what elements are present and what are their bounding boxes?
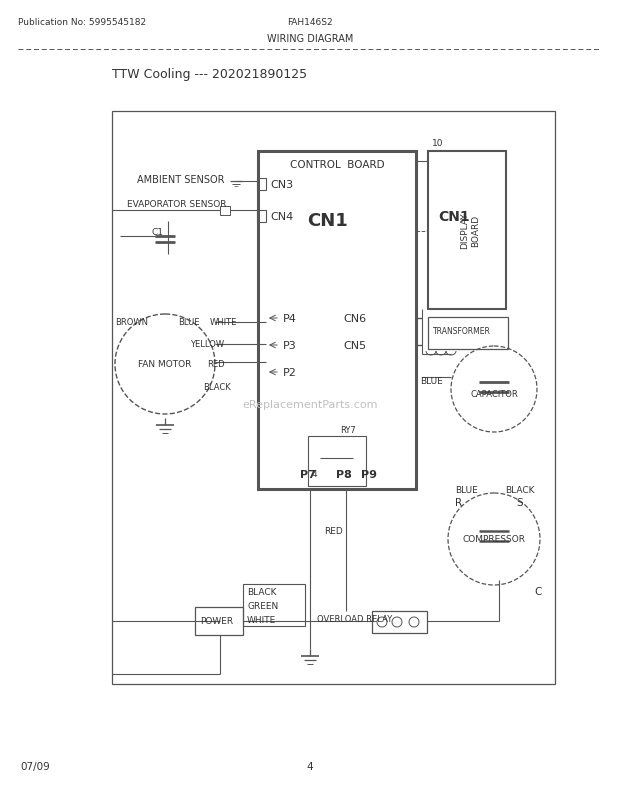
Text: CONTROL  BOARD: CONTROL BOARD (290, 160, 384, 170)
Text: P4: P4 (283, 314, 297, 323)
Text: CN3: CN3 (270, 180, 293, 190)
Text: TTW Cooling --- 202021890125: TTW Cooling --- 202021890125 (112, 68, 307, 81)
Text: BLACK: BLACK (247, 587, 277, 596)
Text: CN5: CN5 (343, 341, 366, 350)
Text: WIRING DIAGRAM: WIRING DIAGRAM (267, 34, 353, 44)
Text: eReplacementParts.com: eReplacementParts.com (242, 399, 378, 410)
Text: 4: 4 (307, 761, 313, 771)
Text: CN1: CN1 (308, 212, 348, 229)
Text: TRANSFORMER: TRANSFORMER (433, 326, 491, 335)
Text: P9: P9 (361, 469, 377, 480)
Bar (257, 179, 266, 191)
Text: BLACK: BLACK (203, 383, 231, 391)
Bar (195, 607, 243, 635)
Bar (308, 436, 366, 486)
Text: BLUE: BLUE (178, 318, 200, 326)
Text: CAPACITOR: CAPACITOR (470, 390, 518, 399)
Text: P7: P7 (300, 469, 316, 480)
Text: RY7: RY7 (340, 426, 356, 435)
Text: FAH146S2: FAH146S2 (287, 18, 333, 27)
Text: POWER: POWER (200, 616, 233, 626)
Text: S: S (516, 497, 523, 508)
Text: WHITE: WHITE (247, 615, 277, 624)
Bar (220, 207, 230, 216)
Text: RED: RED (207, 359, 224, 369)
Text: C1: C1 (152, 228, 164, 237)
Text: BROWN: BROWN (115, 318, 148, 326)
Text: RED: RED (324, 526, 343, 535)
Bar (372, 611, 427, 634)
Text: FAN MOTOR: FAN MOTOR (138, 360, 192, 369)
Text: BLACK: BLACK (505, 485, 534, 494)
Bar (428, 318, 508, 350)
Text: GREEN: GREEN (247, 602, 278, 610)
Text: CN6: CN6 (343, 314, 366, 323)
Text: P2: P2 (283, 367, 297, 378)
Text: WHITE: WHITE (210, 318, 237, 326)
Text: EVAPORATOR SENSOR: EVAPORATOR SENSOR (127, 200, 226, 209)
Text: CN4: CN4 (270, 212, 293, 221)
Text: 10: 10 (432, 139, 443, 148)
Text: AMBIENT SENSOR: AMBIENT SENSOR (137, 175, 224, 184)
Text: P3: P3 (283, 341, 297, 350)
Text: CN1: CN1 (438, 210, 469, 224)
Text: R: R (455, 497, 462, 508)
Text: Publication No: 5995545182: Publication No: 5995545182 (18, 18, 146, 27)
Text: 07/09: 07/09 (20, 761, 50, 771)
Text: COMPRESSOR: COMPRESSOR (463, 535, 526, 544)
Bar (112, 111, 555, 684)
Bar (243, 585, 305, 626)
Text: OVERLOAD RELAY: OVERLOAD RELAY (317, 614, 392, 623)
Text: 3: 3 (344, 469, 350, 479)
Text: BLUE: BLUE (455, 485, 478, 494)
Text: 4: 4 (312, 469, 317, 479)
Text: BLUE: BLUE (420, 376, 443, 386)
Text: YELLOW: YELLOW (190, 339, 224, 349)
Text: DISPLAY
BOARD: DISPLAY BOARD (460, 213, 480, 249)
Bar (428, 152, 506, 310)
Bar (258, 152, 416, 489)
Bar (257, 211, 266, 223)
Text: P8: P8 (336, 469, 352, 480)
Text: C: C (534, 586, 541, 596)
